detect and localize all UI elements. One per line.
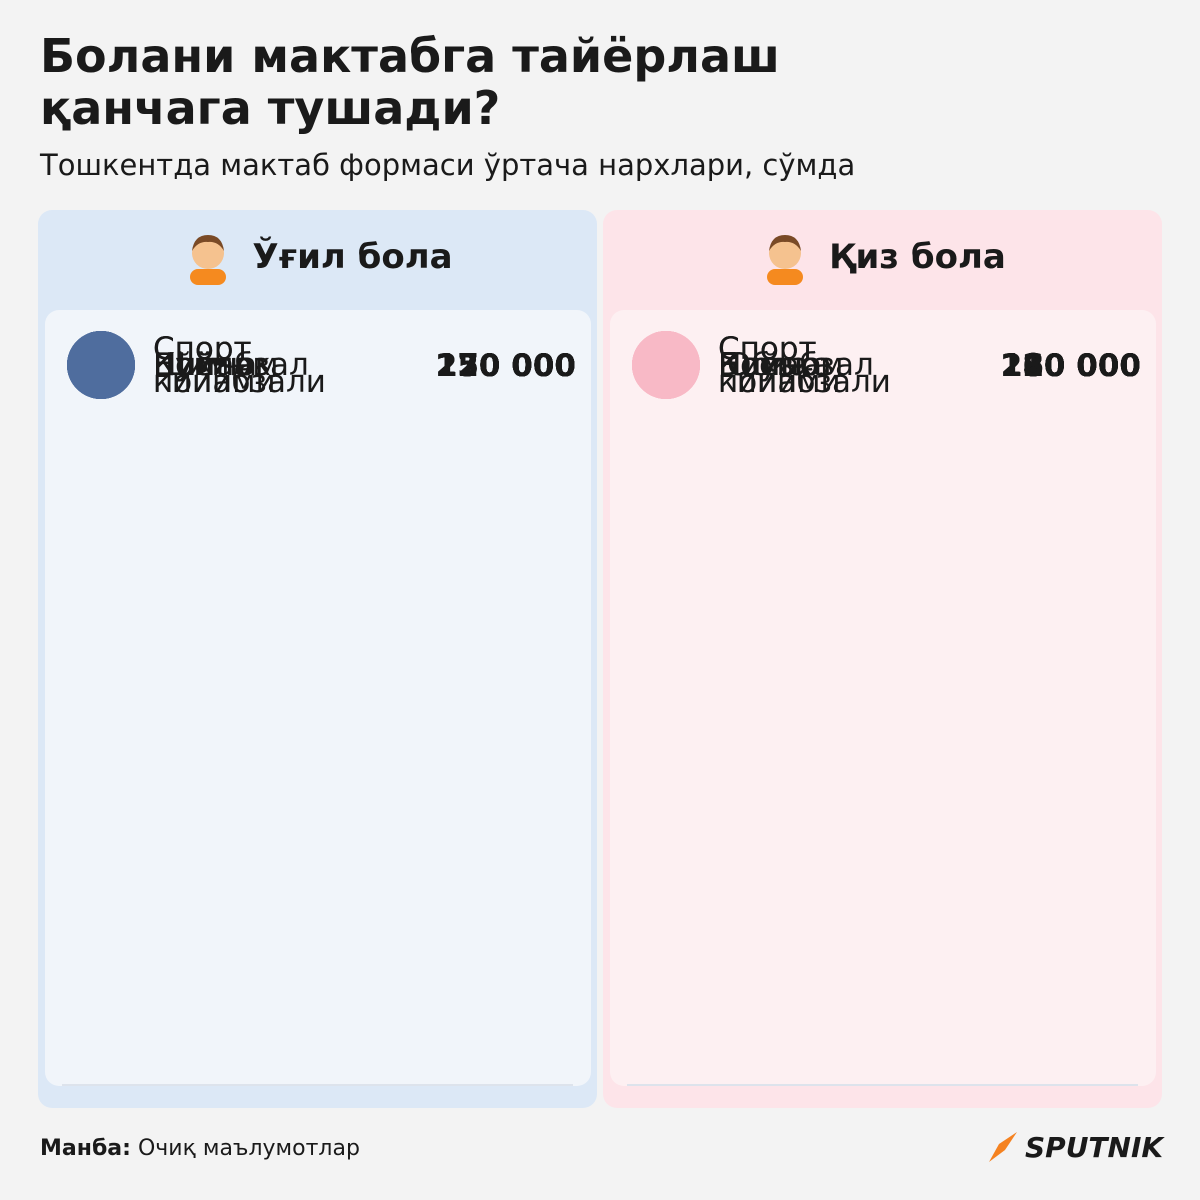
column-panel: Қиз бола Блузка 120 000 Нимча 80 000 Юбка 110 …	[603, 210, 1162, 1108]
item-label: Пойабзал	[153, 347, 309, 383]
item-price: 120 000	[435, 347, 576, 384]
item-list: Блузка 120 000 Нимча 80 000 Юбка 110 000 Костю…	[610, 310, 1156, 1086]
item-price: 120 000	[1000, 347, 1141, 384]
item-icon	[67, 331, 135, 399]
logo-mark	[989, 1132, 1017, 1162]
separator	[62, 1084, 573, 1086]
column-panel: Ўғил бола Кўйлак 120 000 Нимча 70 000 Шим 170 …	[38, 210, 597, 1108]
item-label: Нимча	[718, 347, 823, 383]
item-price: 80 000	[1022, 347, 1141, 384]
column-title: Ўғил бола	[252, 237, 453, 277]
item-price: 270 000	[435, 347, 576, 384]
item-label: Блузка	[718, 347, 832, 383]
item-label: Юбка	[718, 347, 809, 383]
item-price: 170 000	[435, 347, 576, 384]
item-price: 260 000	[1000, 347, 1141, 384]
logo-text: SPUTNIK	[1025, 1130, 1164, 1164]
item-label: Пойабзал	[718, 347, 874, 383]
item-icon	[632, 331, 700, 399]
item-price: 180 000	[1000, 347, 1141, 384]
item-label: Спорт кийими	[718, 330, 841, 400]
logo: SPUTNIK	[985, 1130, 1163, 1164]
column-header: Қиз бола	[603, 232, 1162, 285]
avatar	[190, 235, 227, 285]
subtitle: Тошкентда мактаб формаси ўртача нархлари…	[40, 148, 856, 182]
item-list: Кўйлак 120 000 Нимча 70 000 Шим 170 000 Костюм…	[45, 310, 591, 1086]
item-price: 250 000	[435, 347, 576, 384]
item-label: Костюм	[718, 347, 844, 383]
item-price: 70 000	[457, 347, 576, 384]
item-label: Костюм	[153, 347, 279, 383]
item-label: Нимча	[153, 347, 258, 383]
item-label: Шим	[153, 347, 230, 383]
source-text: Очиқ маълумотлар	[137, 1136, 360, 1161]
item-price: 180 000	[1000, 347, 1141, 384]
source-label: Манба:	[40, 1136, 131, 1161]
item-price: 280 000	[1000, 347, 1141, 384]
item-label: Кўйлак	[153, 347, 272, 383]
item-price: 150 000	[435, 347, 576, 384]
title: Болани мактабга тайёрлаш қанчага тушади?	[40, 29, 780, 135]
item-label: Спорт пойабзали	[153, 330, 326, 400]
source: Манба: Очиқ маълумотлар	[40, 1136, 360, 1161]
separator	[627, 1084, 1138, 1086]
item-label: Спорт кийими	[153, 330, 276, 400]
item-price: 110 000	[1000, 347, 1141, 384]
column-title: Қиз бола	[829, 237, 1006, 277]
item-label: Спорт пойабзали	[718, 330, 891, 400]
column-header: Ўғил бола	[38, 232, 597, 285]
item-price: 150 000	[435, 347, 576, 384]
avatar	[767, 235, 804, 285]
